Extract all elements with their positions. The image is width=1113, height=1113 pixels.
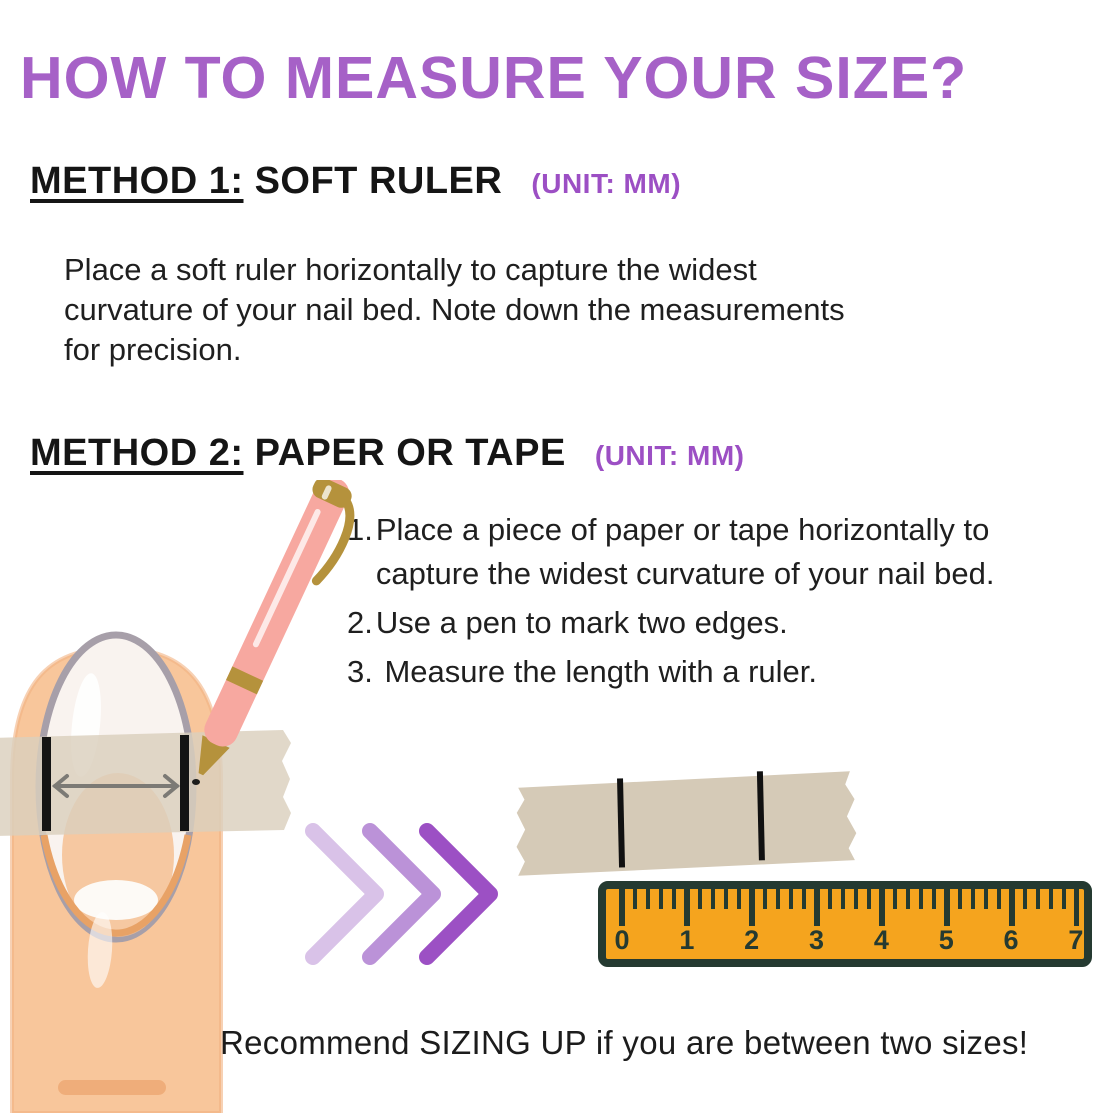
step-item-1: 1. Place a piece of paper or tape horizo… — [347, 508, 1105, 596]
finger-measurement-illustration — [0, 480, 355, 1113]
chevron-mid — [362, 823, 441, 965]
ruler-number: 7 — [1068, 925, 1084, 955]
ink-dot — [192, 779, 200, 785]
chevron-light — [305, 823, 384, 965]
ruler-numbers: 0 1 2 3 4 5 6 7 — [614, 925, 1084, 956]
step-number: 2. — [347, 605, 373, 641]
step-item-2: 2. Use a pen to mark two edges. — [347, 601, 1105, 645]
marked-tape-illustration — [516, 771, 857, 876]
method2-steps: 1. Place a piece of paper or tape horizo… — [347, 508, 1105, 699]
page-title: HOW TO MEASURE YOUR SIZE? — [20, 45, 968, 111]
method2-heading: METHOD 2: PAPER OR TAPE (UNIT: MM) — [30, 432, 745, 475]
tape-mark-left — [617, 778, 626, 868]
pen-icon — [198, 480, 355, 776]
ruler-number: 2 — [744, 925, 760, 955]
method1-heading: METHOD 1: SOFT RULER (UNIT: MM) — [30, 160, 681, 203]
ruler-number: 5 — [938, 925, 954, 955]
ruler-number: 3 — [809, 925, 825, 955]
ruler-number: 6 — [1003, 925, 1019, 955]
method2-label: METHOD 2: — [30, 432, 244, 474]
method1-unit: (UNIT: MM) — [531, 168, 682, 199]
ruler-number: 0 — [614, 925, 630, 955]
method1-body: Place a soft ruler horizontally to captu… — [64, 252, 845, 367]
width-arrow-icon — [51, 774, 181, 798]
ruler-major-ticks — [619, 889, 1079, 926]
method1-label: METHOD 1: — [30, 160, 244, 202]
ruler-number: 1 — [679, 925, 695, 955]
tape-mark-right — [756, 771, 765, 861]
chevrons-right-icon — [305, 823, 498, 965]
method2-name: PAPER OR TAPE — [254, 432, 566, 474]
measurement-marks — [42, 735, 189, 831]
step-text: Place a piece of paper or tape horizonta… — [375, 512, 998, 592]
step-item-3: 3. Measure the length with a ruler. — [347, 650, 1105, 694]
method2-unit: (UNIT: MM) — [594, 440, 745, 471]
step-number: 3. — [347, 654, 373, 690]
tape-strip-icon — [516, 771, 857, 876]
ruler-icon: 0 1 2 3 4 5 6 7 — [598, 881, 1092, 967]
step-text: Measure the length with a ruler. — [375, 654, 818, 690]
chevron-dark — [419, 823, 498, 965]
ruler-number: 4 — [873, 925, 889, 955]
step-text: Use a pen to mark two edges. — [375, 605, 788, 641]
method1-name: SOFT RULER — [254, 160, 503, 202]
footer-note: Recommend SIZING UP if you are between t… — [220, 1024, 1029, 1061]
knuckle-crease — [58, 1080, 166, 1095]
